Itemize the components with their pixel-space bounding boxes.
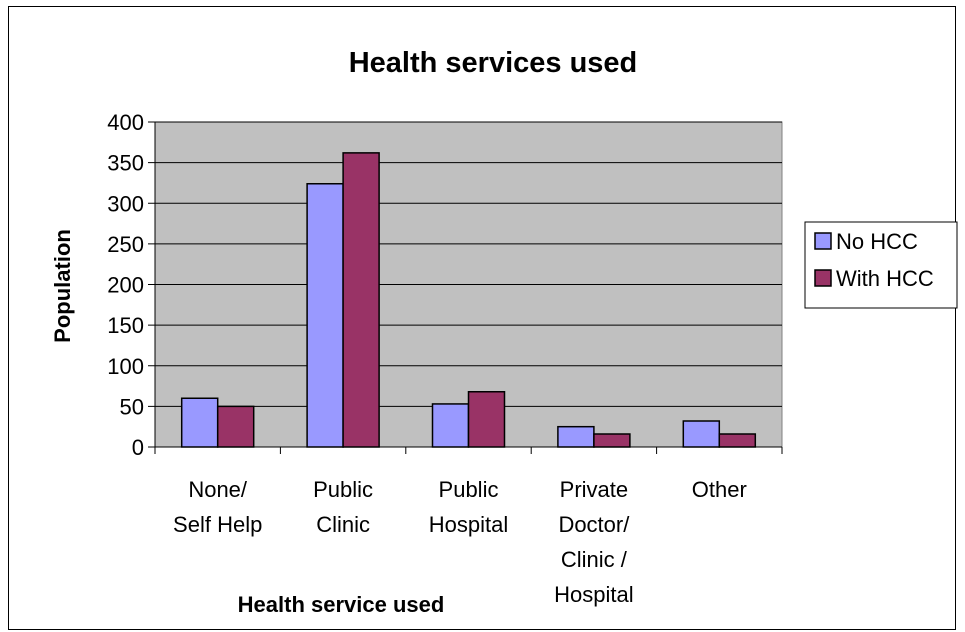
y-tick-label: 50 <box>120 394 144 419</box>
chart-title: Health services used <box>349 47 638 79</box>
bar-with-hcc <box>342 152 380 448</box>
legend-label: No HCC <box>836 229 918 254</box>
y-axis-title: Population <box>50 229 75 343</box>
bar-with-hcc <box>718 433 757 448</box>
x-tick-label: Doctor/ <box>558 512 630 537</box>
x-tick-label: Hospital <box>554 582 633 607</box>
bar-no-hcc <box>557 425 595 448</box>
y-tick-label: 400 <box>107 110 144 135</box>
x-tick-label: Private <box>560 477 628 502</box>
x-tick-label: None/ <box>188 477 248 502</box>
x-tick-label: Self Help <box>173 512 262 537</box>
bar-with-hcc <box>216 405 255 448</box>
x-tick-label: Public <box>313 477 373 502</box>
x-tick-label: Clinic <box>316 512 370 537</box>
x-tick-label: Public <box>439 477 499 502</box>
x-tick-label: Clinic / <box>561 547 628 572</box>
y-tick-label: 200 <box>107 273 144 298</box>
bar-no-hcc <box>431 403 470 448</box>
y-tick-label: 150 <box>107 313 144 338</box>
x-tick-label: Other <box>692 477 747 502</box>
legend: No HCC With HCC <box>804 221 958 309</box>
y-tick-label: 100 <box>107 354 144 379</box>
legend-swatch <box>814 269 832 287</box>
legend-swatch <box>814 232 832 250</box>
x-axis-title: Health service used <box>238 592 445 617</box>
y-tick-label: 250 <box>107 232 144 257</box>
y-tick-label: 300 <box>107 191 144 216</box>
bar-no-hcc <box>682 420 721 448</box>
bar-no-hcc <box>306 183 344 448</box>
bar-with-hcc <box>467 391 506 448</box>
plot-area: 0 50 100 150 200 250 300 350 400 None/Self Help Pu… <box>107 110 783 607</box>
y-tick-label: 350 <box>107 151 144 176</box>
legend-label: With HCC <box>836 266 934 291</box>
bar-no-hcc <box>180 397 219 448</box>
bar-with-hcc <box>593 433 631 448</box>
x-tick-label: Hospital <box>429 512 508 537</box>
y-tick-label: 0 <box>132 435 144 460</box>
